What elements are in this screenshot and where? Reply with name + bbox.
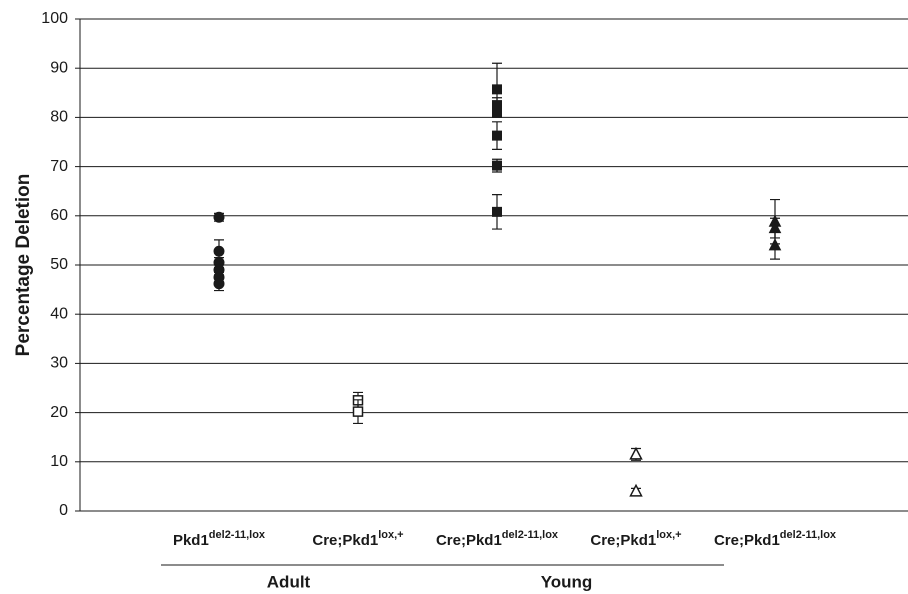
group-label: Adult — [267, 572, 311, 591]
x-tick-label: Pkd1del2-11,lox — [173, 529, 266, 549]
y-tick-label: 10 — [50, 453, 68, 470]
point — [492, 130, 502, 141]
point — [213, 245, 225, 257]
x-tick-label: Cre;Pkd1del2-11,lox — [436, 529, 559, 549]
label-sup: lox,+ — [378, 529, 403, 541]
label-sup: del2-11,lox — [209, 529, 266, 541]
x-tick-label: Cre;Pkd1del2-11,lox — [714, 529, 837, 549]
point — [492, 107, 502, 118]
label-base: Cre;Pkd1 — [312, 532, 378, 549]
label-base: Cre;Pkd1 — [590, 532, 656, 549]
point — [492, 84, 502, 95]
y-tick-label: 0 — [59, 502, 68, 519]
y-tick-label: 50 — [50, 256, 68, 273]
point — [492, 160, 502, 171]
label-sup: del2-11,lox — [502, 529, 559, 541]
group-label: Young — [541, 572, 593, 591]
y-tick-label: 100 — [41, 10, 68, 27]
point — [629, 483, 643, 497]
y-tick-label: 70 — [50, 158, 68, 175]
label-sup: lox,+ — [656, 529, 681, 541]
label-base: Pkd1 — [173, 532, 209, 549]
point — [492, 206, 502, 217]
y-tick-label: 30 — [50, 355, 68, 372]
label-base: Cre;Pkd1 — [714, 532, 780, 549]
point — [768, 238, 782, 251]
point — [213, 278, 225, 290]
y-tick-label: 40 — [50, 305, 68, 322]
y-axis-label: Percentage Deletion — [13, 174, 34, 357]
x-tick-label: Cre;Pkd1lox,+ — [312, 529, 403, 549]
label-sup: del2-11,lox — [780, 529, 837, 541]
point — [213, 211, 225, 223]
y-tick-label: 60 — [50, 207, 68, 224]
point — [352, 406, 364, 417]
point — [629, 446, 643, 460]
y-tick-label: 20 — [50, 404, 68, 421]
y-tick-label: 90 — [50, 59, 68, 76]
label-base: Cre;Pkd1 — [436, 532, 502, 549]
y-tick-label: 80 — [50, 109, 68, 126]
x-tick-label: Cre;Pkd1lox,+ — [590, 529, 681, 549]
